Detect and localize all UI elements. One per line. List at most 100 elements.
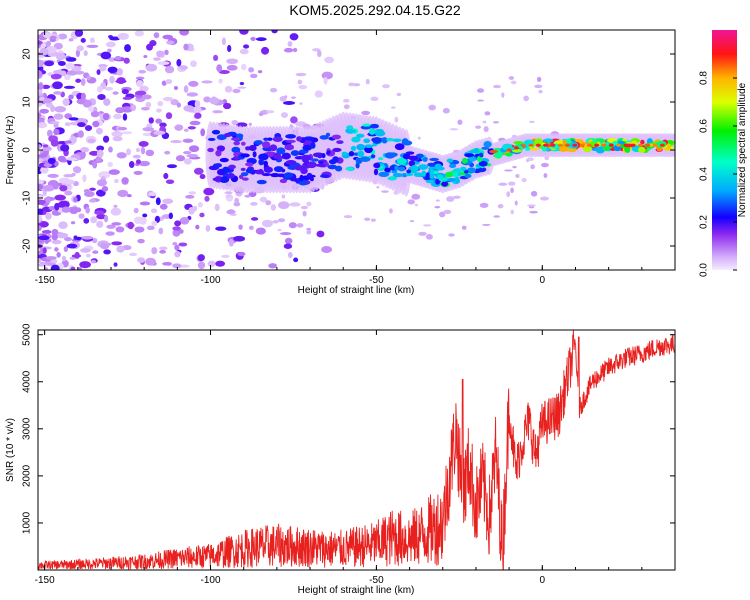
ridge-blob — [269, 144, 278, 152]
noise-blob — [107, 66, 118, 74]
ridge-blob — [617, 140, 625, 145]
ridge-blob — [310, 158, 319, 162]
noise-blob — [492, 84, 501, 89]
noise-blob — [90, 216, 98, 224]
noise-blob — [165, 79, 173, 85]
noise-blob — [394, 116, 399, 123]
ridge-blob — [263, 137, 269, 141]
noise-blob — [63, 85, 76, 89]
noise-blob — [113, 113, 122, 120]
ridge-blob — [478, 160, 488, 167]
noise-blob — [38, 144, 42, 150]
noise-blob — [365, 78, 370, 85]
noise-blob — [97, 94, 106, 100]
ridge-blob — [489, 150, 498, 154]
noise-blob — [116, 245, 125, 253]
ridge-blob — [219, 157, 229, 163]
ridge-blob — [332, 147, 342, 152]
noise-blob — [194, 112, 202, 119]
noise-blob — [105, 231, 115, 236]
noise-blob — [248, 122, 252, 127]
noise-blob — [530, 190, 538, 197]
noise-blob — [232, 88, 241, 94]
noise-blob — [112, 91, 119, 95]
ridge-peak — [586, 143, 592, 147]
noise-blob — [49, 35, 57, 40]
noise-blob — [425, 234, 433, 240]
noise-blob — [42, 144, 49, 148]
ridge-blob — [637, 146, 646, 153]
noise-blob — [58, 60, 66, 66]
noise-blob — [135, 147, 141, 153]
noise-blob — [510, 80, 517, 85]
noise-blob — [250, 217, 259, 221]
y-tick-label-top: 20 — [22, 48, 33, 60]
ridge-blob — [228, 164, 236, 170]
ridge-blob — [224, 133, 231, 138]
noise-blob — [134, 226, 145, 233]
noise-blob — [271, 30, 278, 34]
noise-blob — [283, 243, 293, 249]
x-tick-label-bottom: -150 — [35, 575, 55, 586]
noise-blob — [277, 228, 282, 232]
noise-blob — [272, 220, 279, 224]
ridge-blob — [294, 165, 305, 171]
noise-blob — [68, 94, 74, 100]
ridge-peak — [608, 143, 614, 147]
ridge-blob — [392, 138, 402, 143]
colorbar-tick-label: 0.0 — [699, 263, 710, 277]
noise-blob — [46, 129, 53, 138]
noise-blob — [107, 161, 113, 168]
noise-blob — [122, 96, 132, 100]
noise-blob — [104, 86, 114, 91]
noise-blob — [133, 170, 143, 175]
noise-blob — [111, 222, 122, 226]
ridge-blob — [284, 144, 295, 151]
ridge-blob — [595, 146, 605, 154]
noise-blob — [482, 223, 491, 226]
noise-blob — [146, 43, 154, 51]
noise-blob — [293, 257, 299, 263]
ridge-blob — [346, 125, 354, 130]
y-tick-label-bottom: 5000 — [22, 323, 33, 346]
ridge-blob — [453, 171, 458, 178]
noise-blob — [83, 99, 93, 108]
noise-blob — [129, 252, 138, 257]
y-tick-label-bottom: 3000 — [22, 417, 33, 440]
noise-blob — [63, 246, 69, 253]
ridge-blob — [240, 141, 246, 146]
noise-blob — [53, 91, 62, 95]
noise-blob — [224, 85, 233, 93]
noise-blob — [216, 64, 223, 73]
ridge-blob — [401, 140, 413, 146]
noise-blob — [109, 36, 121, 41]
noise-blob — [145, 149, 155, 157]
ridge-peak — [645, 143, 651, 147]
ridge-blob — [312, 152, 324, 158]
noise-blob — [448, 233, 455, 237]
noise-blob — [183, 85, 189, 93]
noise-blob — [83, 191, 95, 197]
noise-blob — [90, 110, 100, 118]
noise-blob — [239, 48, 249, 55]
noise-blob — [504, 169, 513, 172]
ridge-blob — [211, 129, 221, 135]
ridge-blob — [425, 179, 435, 184]
ridge-blob — [454, 176, 460, 184]
noise-blob — [483, 126, 489, 133]
noise-blob — [508, 76, 515, 80]
ridge-blob — [461, 157, 468, 164]
ridge-blob — [326, 150, 331, 155]
noise-blob — [65, 62, 75, 70]
noise-blob — [277, 201, 290, 210]
ridge-blob — [254, 169, 265, 175]
noise-blob — [69, 207, 79, 215]
noise-blob — [188, 109, 195, 113]
ridge-blob — [406, 169, 412, 174]
noise-blob — [155, 118, 162, 124]
noise-blob — [156, 108, 162, 113]
noise-blob — [343, 98, 350, 103]
noise-blob — [497, 204, 504, 209]
noise-blob — [172, 226, 181, 231]
noise-blob — [103, 98, 111, 106]
